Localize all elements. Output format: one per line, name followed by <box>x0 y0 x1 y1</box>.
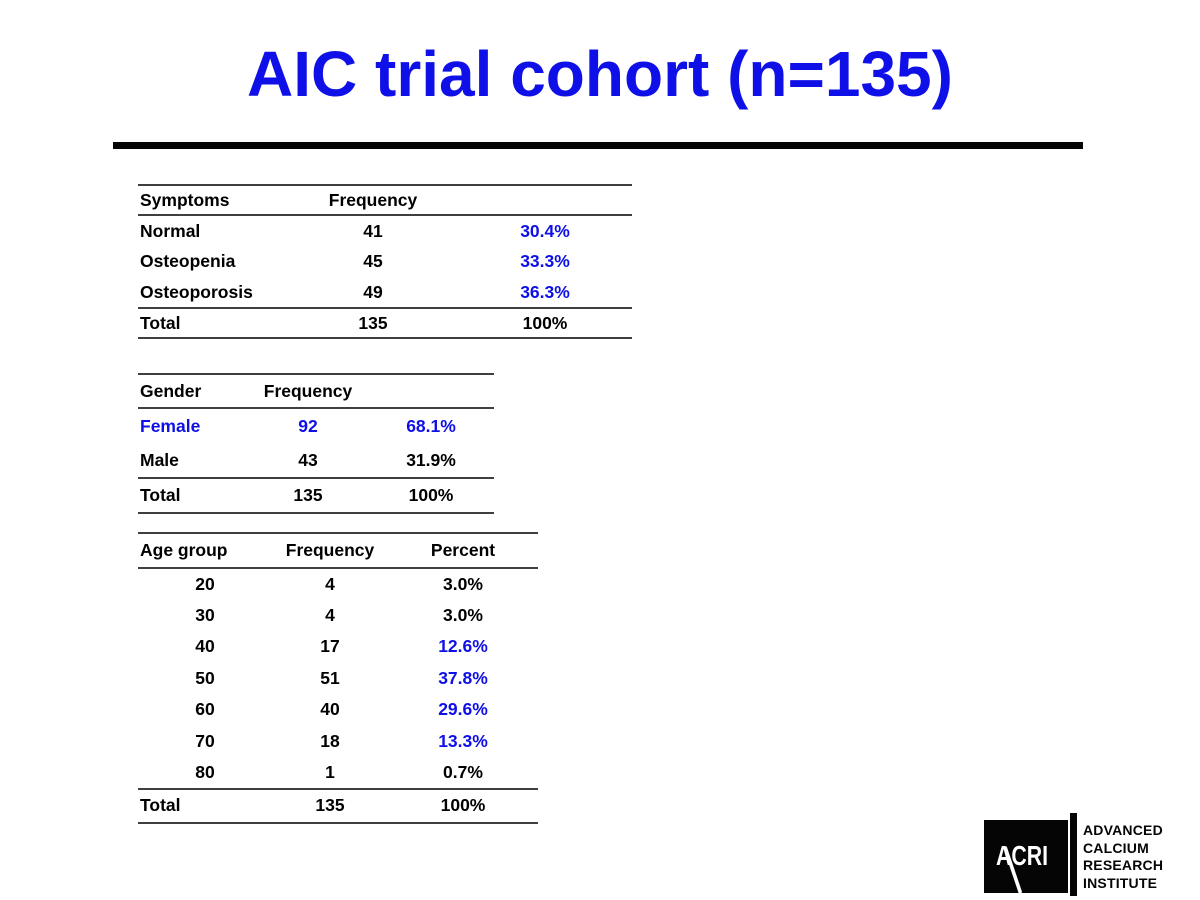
logo-a-extended-leg-icon <box>1003 846 1023 893</box>
table-cell: 100% <box>388 787 538 824</box>
table-cell: 31.9% <box>406 449 456 470</box>
institute-line: CALCIUM <box>1083 839 1149 856</box>
table-cell: 1 <box>325 761 335 782</box>
logo-square <box>984 820 1068 893</box>
institute-line: ADVANCED <box>1083 822 1163 838</box>
table-cell: 50 <box>195 667 215 688</box>
table-cell: 40 <box>195 636 215 657</box>
table-cell: Male <box>140 449 179 470</box>
table-cell: 0.7% <box>443 761 483 782</box>
table-cell: 3.0% <box>443 604 483 625</box>
table-cell: 80 <box>195 761 215 782</box>
data-row: 60 40 29.6% <box>138 694 538 726</box>
data-row: 70 18 13.3% <box>138 726 538 758</box>
table-cell: 135 <box>288 307 458 339</box>
data-row: 50 51 37.8% <box>138 663 538 695</box>
symptoms-table: Symptoms Frequency Normal 41 30.4% Osteopenia… <box>138 184 632 339</box>
table-cell: Total <box>138 307 288 339</box>
column-header: Gender <box>138 373 248 409</box>
table-cell: 135 <box>272 787 388 824</box>
institute-line: RESEARCH <box>1083 857 1164 873</box>
total-row: Total 135 100% <box>138 787 538 824</box>
logo-divider <box>1070 813 1077 896</box>
column-header: Age group <box>138 532 272 569</box>
table-cell: Total <box>138 477 248 514</box>
column-header: Frequency <box>248 373 368 409</box>
data-row: Normal 41 30.4% <box>138 215 632 246</box>
table-cell: 18 <box>320 730 340 751</box>
slide-title: AIC trial cohort (n=135) <box>247 38 953 110</box>
column-header <box>458 184 632 216</box>
table-cell: 33.3% <box>520 251 570 271</box>
table-cell: 100% <box>368 477 494 514</box>
institute-line: INSTITUTE <box>1083 874 1158 891</box>
table-cell: 43 <box>298 449 318 470</box>
column-header: Frequency <box>288 184 458 216</box>
table-cell: 51 <box>320 667 340 688</box>
table-cell: 45 <box>363 251 383 271</box>
table-cell: 68.1% <box>406 415 456 436</box>
institute-name: ADVANCED CALCIUM RESEARCH INSTITUTE <box>1083 822 1163 892</box>
table-cell: 37.8% <box>438 667 488 688</box>
column-header: Percent <box>388 532 538 569</box>
table-cell: 29.6% <box>438 699 488 720</box>
table-cell: Osteopenia <box>140 251 236 271</box>
acri-logo: ACRI ADVANCED CALCIUM RESEARCH INSTITUTE <box>984 813 1200 900</box>
table-cell: 17 <box>320 636 340 657</box>
data-row: 80 1 0.7% <box>138 757 538 789</box>
table-cell: 3.0% <box>443 573 483 594</box>
table-cell: 60 <box>195 699 215 720</box>
data-row: Female 92 68.1% <box>138 408 494 443</box>
column-header: Frequency <box>272 532 388 569</box>
table-cell: 41 <box>363 220 383 241</box>
table-cell: 4 <box>325 604 335 625</box>
table-cell: 12.6% <box>438 636 488 657</box>
data-row: 40 17 12.6% <box>138 631 538 663</box>
acri-logo-mark: ACRI <box>984 820 1068 893</box>
column-header <box>368 373 494 409</box>
column-header: Symptoms <box>138 184 288 216</box>
table-cell: 135 <box>248 477 368 514</box>
table-cell: 4 <box>325 573 335 594</box>
age-group-table: Age group Frequency Percent 20 4 3.0% 30 4 3.0% 4… <box>138 532 538 824</box>
table-cell: 30.4% <box>520 220 570 241</box>
table-cell: Total <box>138 787 272 824</box>
table-cell: 49 <box>363 281 383 302</box>
logo-letters: ACRI <box>996 840 1048 871</box>
table-cell: 70 <box>195 730 215 751</box>
table-cell: 36.3% <box>520 281 570 302</box>
table-cell: 92 <box>298 415 318 436</box>
data-row: Osteoporosis 49 36.3% <box>138 277 632 308</box>
table-cell: Osteoporosis <box>140 281 253 302</box>
table-cell: Normal <box>140 220 201 241</box>
gender-table: Gender Frequency Female 92 68.1% Male 43 31.9% T… <box>138 373 494 514</box>
data-row: 30 4 3.0% <box>138 600 538 632</box>
header-row: Gender Frequency <box>138 373 494 409</box>
title-divider <box>113 142 1083 149</box>
table-cell: 100% <box>458 307 632 339</box>
table-cell: 30 <box>195 604 215 625</box>
table-cell: Female <box>140 415 201 436</box>
table-cell: 40 <box>320 699 340 720</box>
data-row: 20 4 3.0% <box>138 568 538 600</box>
header-row: Age group Frequency Percent <box>138 532 538 569</box>
table-cell: 13.3% <box>438 730 488 751</box>
table-cell: 20 <box>195 573 215 594</box>
header-row: Symptoms Frequency <box>138 184 632 216</box>
data-row: Male 43 31.9% <box>138 443 494 478</box>
total-row: Total 135 100% <box>138 307 632 339</box>
data-row: Osteopenia 45 33.3% <box>138 246 632 277</box>
total-row: Total 135 100% <box>138 477 494 514</box>
